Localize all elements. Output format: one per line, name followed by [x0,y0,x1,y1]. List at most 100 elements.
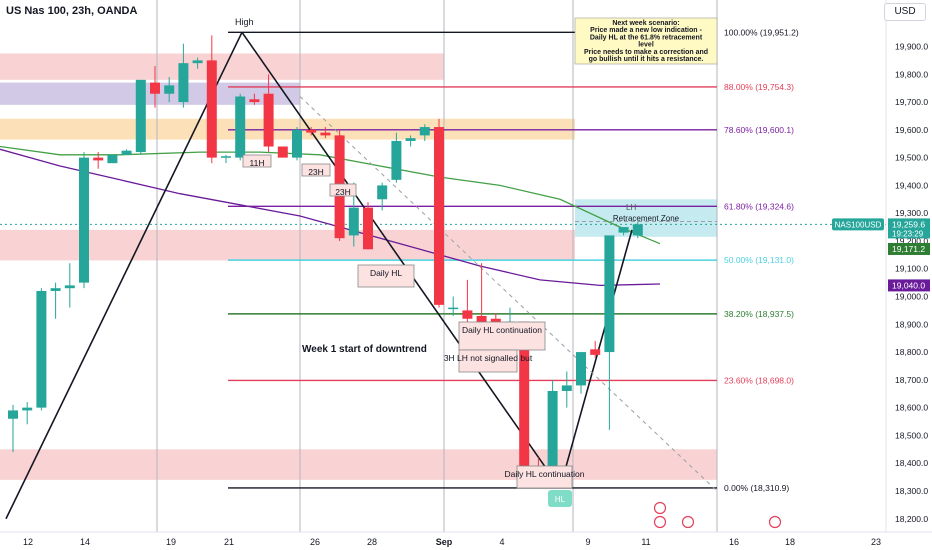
candle-body [263,93,274,147]
candle-14 [206,35,217,164]
candle-38 [547,379,558,480]
candle-43 [618,227,629,236]
fib-lines-layer [0,31,886,489]
box-daily-hl-box [357,264,415,288]
price-tick-16: 18,300.0 [895,486,928,496]
fib-label-0: 100.00% (19,951.2) [724,27,799,37]
candle-28 [405,135,416,147]
fib-label-7: 0.00% (18,310.9) [724,483,789,493]
candle-body [561,385,572,391]
annotations-layer: High LH HL 11H 23H 23H Daily HL Daily HL contin… [235,17,718,507]
box-daily-hl-text-0: Daily HL [370,268,402,278]
candle-25 [363,202,373,250]
candle-10 [150,65,160,108]
candle-body [107,154,118,164]
last-price-tag: 19,259.6 [892,219,925,229]
time-tick-3: 21 [224,537,234,547]
candle-4 [64,263,75,308]
time-tick-7: 4 [499,537,504,547]
time-tick-0: 12 [23,537,33,547]
candle-12 [178,43,189,108]
candle-1 [22,402,33,425]
event-icon-1 [653,515,667,529]
candle-42 [604,235,615,430]
candle-19 [277,146,288,158]
time-tick-10: 16 [729,537,739,547]
candle-9 [135,79,146,155]
candle-body [249,99,260,103]
time-tick-12: 23 [871,537,881,547]
candle-body [277,146,288,158]
time-tick-2: 19 [166,537,176,547]
box-23h-b-box [329,183,357,197]
candle-17 [249,93,260,105]
candle-body [306,129,317,133]
label-high: High [235,17,254,27]
candle-32 [462,279,473,325]
price-tick-6: 19,300.0 [895,208,928,218]
ma-purple-tag-bg [888,279,930,292]
box-lh-not-signalled-text-0: 3H LH not signalled but [444,353,533,363]
candle-body [178,63,189,103]
fib-label-6: 23.60% (18,698.0) [724,375,794,385]
candle-33 [476,263,487,325]
candle-7 [107,154,118,164]
price-tick-15: 18,400.0 [895,458,928,468]
scenario-note-line-2: Daily HL at the 61.8% retracement [590,34,703,41]
candle-body [79,157,89,283]
box-11h-box [242,154,272,168]
fib-label-4: 50.00% (19,131.0) [724,255,794,265]
candle-39 [561,371,572,408]
time-tick-8: 9 [585,537,590,547]
time-tick-6: Sep [436,537,453,547]
time-tick-5: 28 [367,537,377,547]
price-axis-bg [886,0,932,532]
candle-body [618,227,629,233]
price-tick-8: 19,100.0 [895,264,928,274]
fib-diagonal [299,96,718,492]
candle-body [36,290,47,408]
candle-body [363,207,373,250]
candle-body [292,129,302,158]
candle-body [348,207,359,236]
candle-26 [377,182,388,211]
box-lh-not-signalled-box [458,349,518,373]
scenario-note-line-0: Next week scenario: [612,20,679,27]
price-tick-14: 18,500.0 [895,430,928,440]
candle-body [604,235,615,353]
price-tick-2: 19,700.0 [895,97,928,107]
candle-30 [434,118,444,308]
price-tick-17: 18,200.0 [895,514,928,524]
time-tick-1: 14 [80,537,90,547]
scenario-note-box [574,17,718,65]
event-icon-3 [768,515,782,529]
candle-body [221,156,231,158]
candle-21 [306,127,317,136]
fib-label-3: 61.80% (19,324.6) [724,201,794,211]
candle-body [93,157,104,161]
moving-average-purple [0,148,661,287]
uptrend-line [5,31,243,520]
box-daily-hl-cont-bottom-text-0: Daily HL continuation [504,469,584,479]
price-tick-7: 19,200.0 [895,236,928,246]
fib-label-2: 78.60% (19,600.1) [724,125,794,135]
ma-green-tag: 19,171.2 [892,244,925,254]
time-tick-4: 26 [310,537,320,547]
candles-layer [8,35,643,489]
time-tick-11: 18 [785,537,795,547]
time-axis: 12 14 19 21 26 28 Sep 4 9 11 16 18 23 [0,531,932,550]
box-23h-a-box [301,163,331,177]
currency-button[interactable]: USD [884,3,926,21]
price-tick-4: 19,500.0 [895,153,928,163]
label-hl: HL [555,495,566,504]
time-axis-bg [0,532,932,550]
price-tick-13: 18,600.0 [895,403,928,413]
last-price-tag-bg [888,218,930,239]
candle-18 [263,74,274,153]
fib-label-5: 38.20% (18,937.5) [724,309,794,319]
candle-body [164,85,175,94]
box-23h-a-text-0: 23H [308,167,324,177]
candle-body [377,185,388,200]
candle-31 [448,296,459,316]
